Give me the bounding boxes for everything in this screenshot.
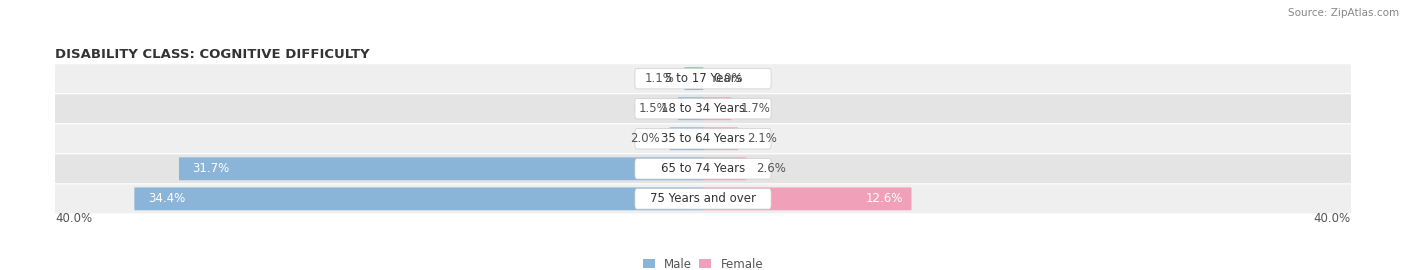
FancyBboxPatch shape	[703, 187, 911, 210]
Text: Source: ZipAtlas.com: Source: ZipAtlas.com	[1288, 8, 1399, 18]
Text: 2.6%: 2.6%	[756, 162, 786, 175]
Text: 40.0%: 40.0%	[55, 212, 93, 225]
FancyBboxPatch shape	[55, 184, 1351, 213]
FancyBboxPatch shape	[135, 187, 703, 210]
FancyBboxPatch shape	[669, 127, 703, 150]
Text: 40.0%: 40.0%	[1313, 212, 1351, 225]
FancyBboxPatch shape	[55, 154, 1351, 183]
Text: 35 to 64 Years: 35 to 64 Years	[661, 132, 745, 145]
FancyBboxPatch shape	[55, 94, 1351, 123]
FancyBboxPatch shape	[636, 68, 770, 89]
FancyBboxPatch shape	[703, 97, 731, 120]
FancyBboxPatch shape	[179, 157, 703, 180]
Text: 1.1%: 1.1%	[645, 72, 675, 85]
FancyBboxPatch shape	[636, 99, 770, 119]
Text: 75 Years and over: 75 Years and over	[650, 192, 756, 205]
Text: 31.7%: 31.7%	[193, 162, 229, 175]
Text: 5 to 17 Years: 5 to 17 Years	[665, 72, 741, 85]
FancyBboxPatch shape	[636, 189, 770, 209]
Text: 65 to 74 Years: 65 to 74 Years	[661, 162, 745, 175]
Text: 34.4%: 34.4%	[148, 192, 186, 205]
Text: 1.7%: 1.7%	[741, 102, 770, 115]
Text: 2.0%: 2.0%	[630, 132, 659, 145]
Text: 1.5%: 1.5%	[638, 102, 668, 115]
Text: 12.6%: 12.6%	[866, 192, 903, 205]
FancyBboxPatch shape	[685, 67, 703, 90]
Legend: Male, Female: Male, Female	[643, 258, 763, 270]
Text: 0.0%: 0.0%	[713, 72, 742, 85]
FancyBboxPatch shape	[55, 124, 1351, 153]
Text: DISABILITY CLASS: COGNITIVE DIFFICULTY: DISABILITY CLASS: COGNITIVE DIFFICULTY	[55, 48, 370, 61]
FancyBboxPatch shape	[55, 64, 1351, 93]
FancyBboxPatch shape	[636, 129, 770, 149]
FancyBboxPatch shape	[703, 157, 747, 180]
FancyBboxPatch shape	[703, 127, 738, 150]
FancyBboxPatch shape	[678, 97, 703, 120]
FancyBboxPatch shape	[636, 158, 770, 179]
Text: 18 to 34 Years: 18 to 34 Years	[661, 102, 745, 115]
Text: 2.1%: 2.1%	[748, 132, 778, 145]
